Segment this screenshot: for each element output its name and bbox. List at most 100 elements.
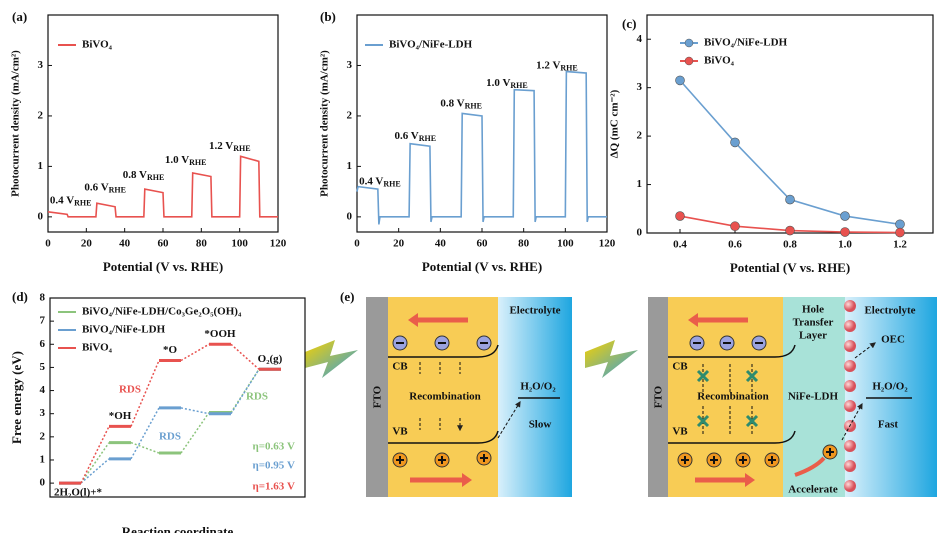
recombination-label: Recombination: [697, 391, 769, 403]
y-tick-label: 3: [347, 59, 353, 71]
y-axis-label: ΔQ (mC cm⁻²): [609, 89, 621, 158]
annotation-sub: RHE: [147, 173, 164, 182]
arrow-head: [408, 313, 418, 327]
rate-label: Slow: [529, 419, 552, 431]
category-label: *OOH: [204, 328, 236, 340]
x-tick-label: 1.2: [893, 239, 907, 251]
rate-label: Fast: [878, 419, 899, 431]
layer-label: Transfer: [793, 317, 834, 329]
holes: [392, 450, 492, 468]
x-tick-label: 20: [393, 238, 405, 250]
x-tick-label: 60: [158, 238, 170, 250]
panel-label: (c): [622, 16, 636, 31]
annotation-text: 0.6 V: [395, 130, 419, 142]
connector: [180, 343, 210, 362]
annotation-sub: RHE: [465, 101, 482, 110]
y-tick-label: 4: [40, 384, 46, 396]
x-tick-label: 80: [196, 238, 208, 250]
recombination-arrows: [419, 362, 460, 430]
y-tick-label: 1: [38, 160, 44, 172]
y-tick-label: 0: [637, 227, 643, 239]
legend-label: BiVO₄/NiFe-LDH: [82, 324, 166, 336]
annotation: 0.8 VRHE: [123, 169, 165, 182]
electrons: [689, 335, 767, 351]
annotation-sub: RHE: [560, 63, 577, 72]
annotation-text: 1.2 V: [209, 140, 233, 152]
fto-layer: [366, 297, 388, 497]
recombination-label: Recombination: [409, 391, 481, 403]
annotation: 0.6 VRHE: [84, 181, 126, 194]
fto-label: FTO: [372, 385, 384, 408]
oec-arrow: [854, 342, 876, 359]
accelerate-label: Accelerate: [788, 484, 838, 496]
arrow-head: [462, 473, 472, 487]
y-tick-label: 2: [347, 109, 353, 121]
cb-label: CB: [672, 361, 688, 373]
point: [675, 211, 685, 221]
connector: [80, 426, 110, 484]
fto-layer: [648, 297, 668, 497]
rds-label: RDS: [159, 431, 181, 443]
annotation-text: 0.4 V: [50, 194, 74, 206]
electrons: [392, 335, 492, 351]
x-tick-label: 0.8: [783, 239, 797, 251]
couple-label: H₂O/O₂: [872, 381, 908, 393]
y-tick-label: 0: [38, 210, 44, 222]
electrolyte-label: Electrolyte: [509, 305, 560, 317]
point: [840, 227, 850, 237]
y-tick-label: 3: [637, 81, 643, 93]
x-tick-label: 80: [518, 238, 530, 250]
layer-label: Layer: [799, 330, 827, 342]
connector: [180, 412, 210, 454]
series-line: [356, 70, 607, 225]
connector: [230, 343, 260, 370]
point: [730, 221, 740, 232]
x-tick-label: 20: [81, 238, 93, 250]
y-axis-label: Photocurrent density (mA/cm²): [10, 50, 22, 197]
x-tick-label: 120: [599, 238, 616, 250]
connector: [130, 407, 160, 460]
cb-band: [668, 344, 796, 358]
overpotential-label: η=0.63 V: [253, 441, 296, 453]
annotation: 1.0 VRHE: [486, 77, 528, 90]
connector: [80, 442, 110, 484]
electrolyte: [498, 297, 572, 497]
x-tick-label: 40: [435, 238, 447, 250]
light-bolt: [305, 340, 358, 378]
category-label: *O: [163, 344, 178, 356]
x-tick-label: 1.0: [838, 239, 852, 251]
couple-label: H₂O/O₂: [520, 381, 556, 393]
x-axis-label: Potential (V vs. RHE): [422, 259, 542, 274]
electrolyte-label: Electrolyte: [864, 305, 915, 317]
annotation-text: 0.8 V: [123, 169, 147, 181]
x-tick-label: 40: [119, 238, 131, 250]
vb-band: [388, 430, 499, 444]
connector: [180, 407, 210, 415]
annotation: 1.2 VRHE: [209, 140, 251, 153]
annotation-text: 0.4 V: [359, 175, 383, 187]
point: [840, 211, 850, 221]
legend-label: BiVO₄/NiFe-LDH: [389, 39, 473, 51]
y-tick-label: 8: [40, 292, 46, 304]
annotation-sub: RHE: [74, 199, 91, 208]
y-axis-label: Free energy (eV): [9, 351, 24, 444]
x-tick-label: 0: [354, 238, 360, 250]
legend-marker: [684, 38, 694, 48]
arrow-head: [745, 473, 755, 487]
rds-label: RDS: [119, 384, 141, 396]
annotation: 1.0 VRHE: [165, 153, 207, 166]
blocked-marks: [696, 369, 759, 428]
fto-label: FTO: [653, 385, 665, 408]
annotation-text: 0.6 V: [84, 181, 108, 193]
y-tick-label: 4: [637, 33, 643, 45]
x-axis-label: Potential (V vs. RHE): [730, 260, 850, 275]
panel: (c) 0 1 2 3 4 0.4 0.6 0.8 1.0 1.2 Potential (V vs. …: [609, 14, 934, 275]
x-tick-label: 120: [270, 238, 287, 250]
annotation-sub: RHE: [510, 81, 527, 90]
y-tick-label: 2: [637, 130, 643, 142]
panel: (a) 0 1 2 3 0 20 40 60 80 100 120 Potential (V vs. R…: [10, 9, 287, 274]
annotation-sub: RHE: [383, 179, 400, 188]
x-tick-label: 100: [557, 238, 574, 250]
point: [730, 137, 740, 148]
